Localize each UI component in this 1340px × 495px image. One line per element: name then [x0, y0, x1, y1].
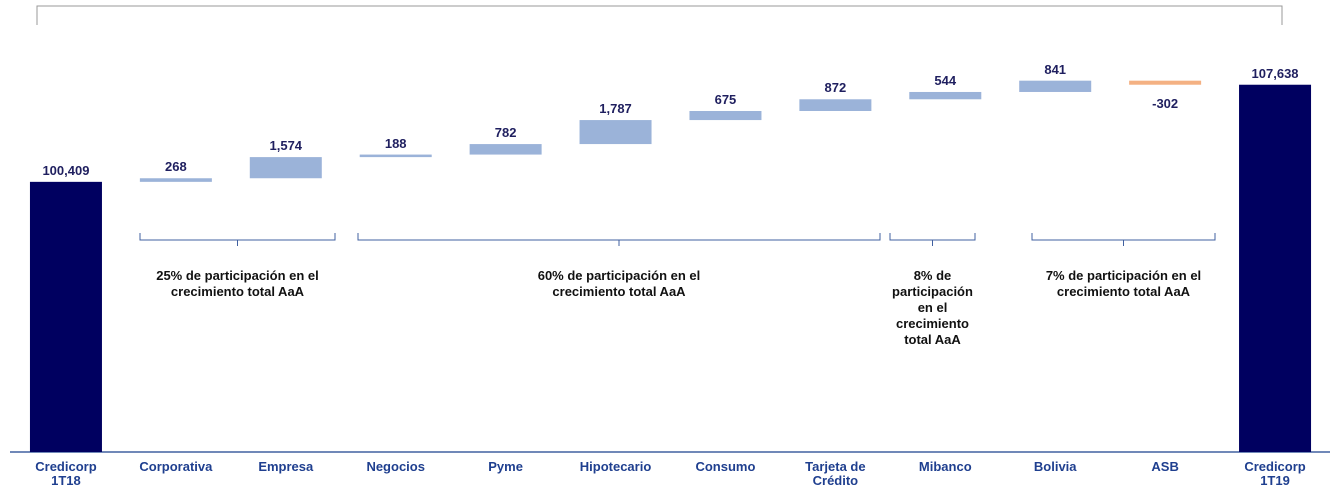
value-label: 107,638 [1251, 65, 1299, 81]
bar [1019, 80, 1092, 92]
bar [909, 91, 982, 100]
value-label: -302 [1152, 95, 1179, 111]
group-bracket [889, 233, 976, 246]
value-label: 100,409 [42, 162, 90, 178]
x-tick-label: Empresa [258, 459, 314, 474]
bar [1239, 84, 1312, 452]
bar [469, 144, 542, 155]
x-tick-label: Corporativa [139, 459, 213, 474]
x-tick-label: Tarjeta de Crédito [805, 459, 866, 488]
bar [359, 154, 432, 158]
bar [799, 99, 872, 111]
value-label: 544 [934, 72, 957, 88]
annotation: 60% de participación en el crecimiento t… [537, 268, 701, 299]
value-label: 1,787 [599, 101, 632, 117]
x-tick-label: Credicorp 1T19 [1244, 459, 1306, 488]
x-tick-label: Consumo [695, 459, 756, 474]
x-tick-label: Negocios [366, 459, 425, 474]
value-label: 782 [494, 125, 517, 141]
x-tick-label: Pyme [488, 459, 523, 474]
group-bracket [1031, 233, 1216, 246]
value-label: 268 [165, 159, 187, 175]
bar [139, 178, 212, 182]
x-tick-label: Bolivia [1033, 459, 1077, 474]
value-label: 841 [1044, 61, 1067, 77]
bar [579, 120, 652, 145]
group-bracket [139, 233, 336, 246]
x-tick-label: Hipotecario [579, 459, 652, 474]
value-label: 188 [384, 135, 407, 151]
bar [689, 110, 762, 121]
top-bracket [36, 5, 1283, 25]
annotation: 8% de participación en el crecimiento to… [892, 268, 973, 347]
value-label: 872 [824, 80, 847, 96]
x-tick-label: Mibanco [918, 459, 972, 474]
annotation: 7% de participación en el crecimiento to… [1045, 268, 1202, 299]
value-label: 675 [714, 91, 737, 107]
bar [1129, 80, 1202, 85]
annotation: 25% de participación en el crecimiento t… [156, 268, 319, 299]
group-bracket [357, 233, 881, 246]
value-label: 1,574 [269, 138, 303, 154]
x-tick-label: Credicorp 1T18 [35, 459, 97, 488]
bar [249, 157, 322, 179]
bar [29, 181, 102, 452]
x-tick-label: ASB [1151, 459, 1179, 474]
